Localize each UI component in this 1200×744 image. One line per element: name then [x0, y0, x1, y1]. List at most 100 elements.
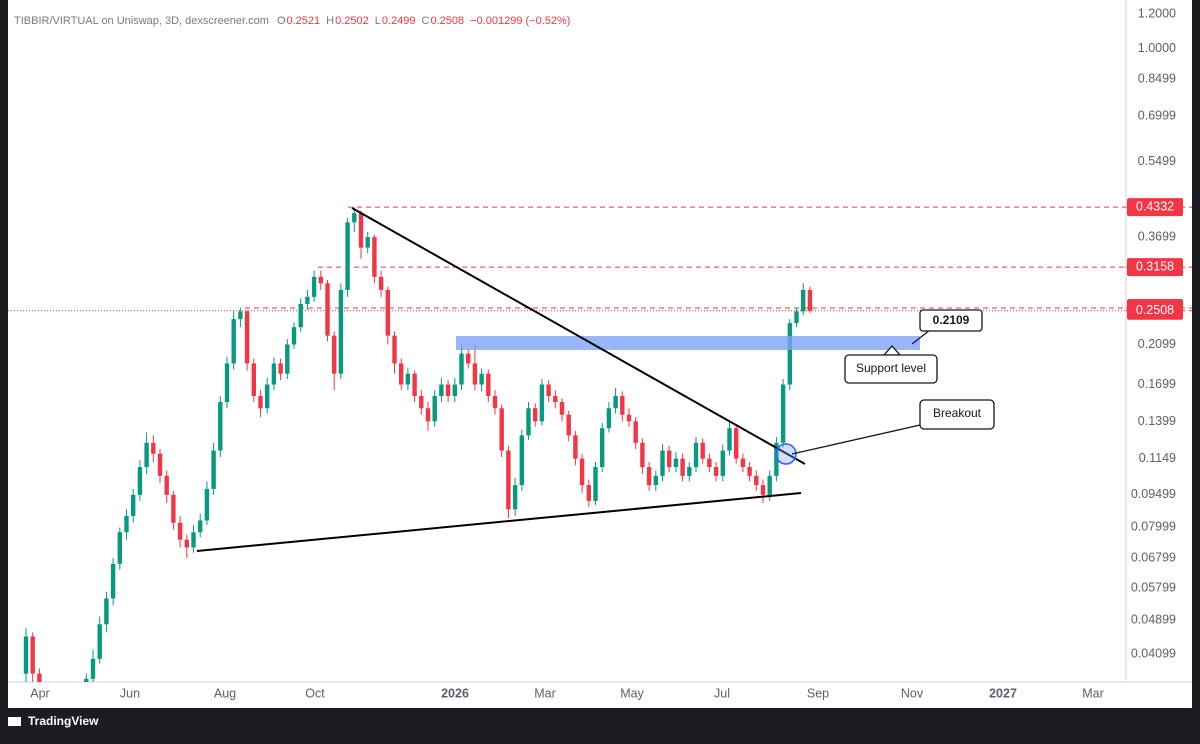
- candle-body: [633, 421, 638, 443]
- x-tick-label: 2027: [989, 686, 1017, 700]
- annotation-box: [844, 354, 938, 384]
- price-badge-label: 0.2508: [1136, 303, 1174, 317]
- candle-body: [667, 450, 672, 468]
- candle-body: [767, 475, 772, 495]
- candle-body: [305, 296, 310, 304]
- x-tick-label: May: [620, 686, 644, 700]
- ohlc-value: 0.2508: [431, 15, 465, 27]
- candle-body: [258, 396, 263, 409]
- candle-body: [231, 319, 236, 364]
- candle-body: [700, 442, 705, 459]
- y-tick-label: 1.0000: [1138, 41, 1176, 55]
- candle-body: [807, 289, 813, 311]
- footer: TradingView: [8, 714, 99, 728]
- candle-body: [720, 450, 725, 476]
- candle-body: [653, 475, 658, 486]
- candle-body: [687, 467, 692, 476]
- candle-body: [801, 289, 806, 312]
- candle-body: [620, 396, 625, 415]
- candle-body: [265, 384, 270, 409]
- candle-body: [707, 458, 712, 468]
- y-tick-label: 0.06799: [1131, 551, 1176, 565]
- candle-body: [90, 658, 96, 679]
- candle-body: [23, 636, 29, 674]
- candle-body: [579, 458, 585, 486]
- drawings: 0.2109 Support level Breakout: [196, 207, 995, 552]
- candle-body: [472, 363, 478, 385]
- candle-body: [506, 450, 511, 510]
- candle-body: [171, 494, 176, 523]
- candle-body: [325, 283, 330, 336]
- candle-body: [754, 475, 759, 486]
- candle-body: [151, 442, 156, 454]
- candle-body: [606, 408, 612, 429]
- candle-body: [365, 237, 370, 248]
- candle-body: [566, 414, 571, 436]
- candle-body: [586, 485, 591, 501]
- candle-body: [104, 598, 109, 625]
- price-badge-label: 0.4332: [1136, 199, 1174, 213]
- candle-body: [211, 450, 216, 489]
- x-tick-label: Nov: [901, 686, 924, 700]
- candle-body: [445, 384, 451, 397]
- candle-body: [238, 311, 243, 320]
- candle-body: [526, 408, 531, 436]
- annotation: 0.2109: [933, 313, 970, 327]
- candle-body: [332, 335, 337, 374]
- candle-body: [117, 532, 122, 564]
- candle-body: [124, 515, 129, 533]
- candle-body: [385, 289, 390, 336]
- callout-arrow: [911, 329, 931, 345]
- price-badge: [1127, 198, 1183, 217]
- candle-body: [298, 303, 303, 328]
- candle-body: [271, 363, 277, 385]
- candle-body: [734, 428, 739, 459]
- y-tick-label: 1.2000: [1138, 6, 1176, 20]
- candle-body: [177, 522, 183, 540]
- candle-body: [600, 428, 605, 468]
- candle-body: [519, 435, 524, 486]
- symbol: TIBBIR/VIRTUAL on Uniswap, 3D, dexscreen…: [14, 15, 269, 27]
- x-tick-label: Aug: [214, 686, 236, 700]
- y-tick-label: 0.09499: [1131, 487, 1176, 501]
- candle-body: [358, 213, 364, 248]
- price-badge: [1127, 301, 1183, 320]
- candle-body: [593, 467, 598, 501]
- candle-body: [466, 353, 471, 364]
- y-tick-label: 0.6999: [1138, 109, 1176, 123]
- trendline: [196, 492, 802, 552]
- candle-body: [399, 363, 404, 385]
- x-tick-label: Mar: [1082, 686, 1104, 700]
- x-tick-label: 2026: [441, 686, 469, 700]
- candle-body: [244, 311, 250, 364]
- price-badge-label: 0.3158: [1136, 259, 1174, 273]
- y-tick-label: 0.1149: [1139, 451, 1176, 465]
- candle-body: [546, 384, 551, 397]
- candle-body: [30, 636, 35, 674]
- candle-body: [311, 276, 317, 297]
- y-tick-label: 0.05799: [1131, 581, 1176, 595]
- callout-arrow: [791, 424, 921, 455]
- candle-body: [740, 458, 746, 468]
- candle-body: [774, 442, 779, 476]
- candle-body: [392, 335, 397, 364]
- candle-body: [452, 384, 457, 397]
- candle-body: [37, 673, 42, 682]
- candle-body: [352, 213, 357, 223]
- candle-body: [412, 373, 417, 397]
- candle-body: [479, 373, 484, 385]
- candle-body: [553, 396, 558, 403]
- candle-body: [673, 458, 679, 468]
- candles: [23, 207, 813, 682]
- logo: [8, 717, 21, 726]
- candle-body: [419, 396, 424, 409]
- candle-body: [559, 402, 565, 415]
- breakout-marker: [775, 443, 797, 465]
- candle-body: [224, 363, 230, 403]
- annotation: Support level: [856, 361, 926, 375]
- candle-body: [251, 363, 256, 397]
- y-tick-label: 0.2099: [1138, 337, 1176, 351]
- candle-body: [794, 311, 799, 324]
- panel: [8, 0, 1192, 708]
